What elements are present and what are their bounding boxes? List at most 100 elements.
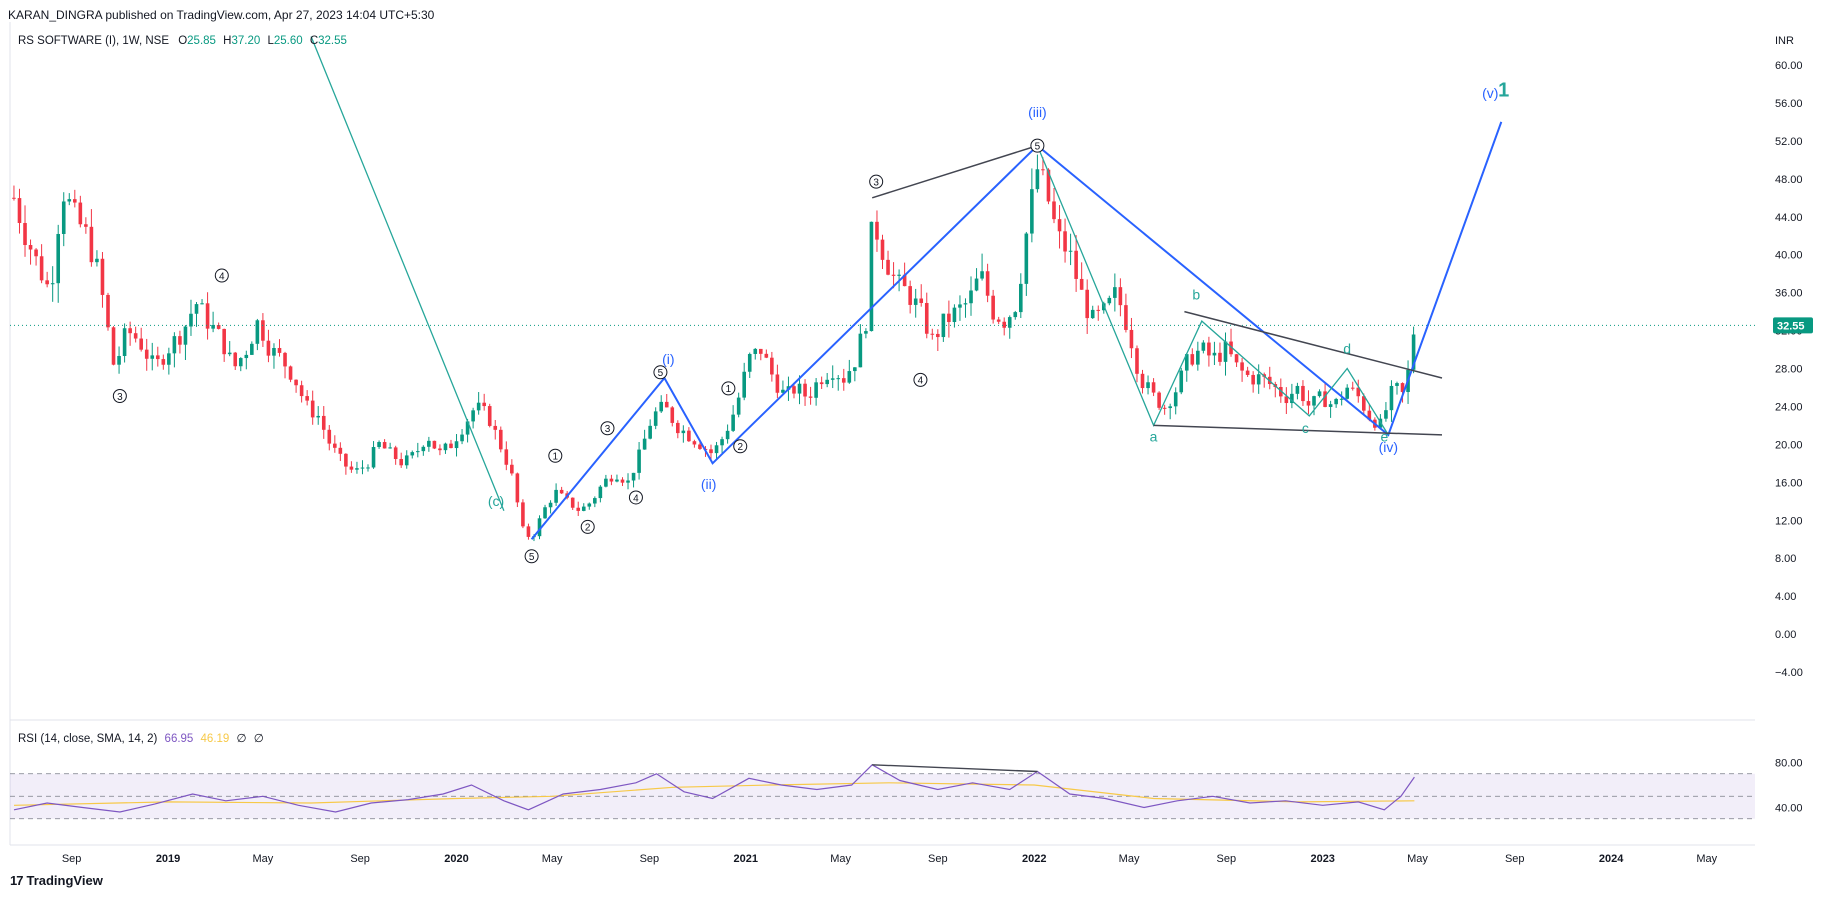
candle-body <box>1046 169 1051 202</box>
candle-body <box>913 298 918 305</box>
symbol-legend[interactable]: RS SOFTWARE (I), 1W, NSE O25.85 H37.20 L… <box>18 35 347 47</box>
candle-body <box>936 333 940 338</box>
candle-body <box>1002 321 1007 328</box>
wave-circle-label: 2 <box>737 442 743 453</box>
rsi-line <box>13 764 1415 813</box>
candle-body <box>100 258 105 295</box>
candle-body <box>144 349 149 359</box>
candle-body <box>526 526 531 537</box>
candle-body <box>1323 391 1327 407</box>
candle-body <box>1068 250 1073 252</box>
candle-body <box>504 449 509 465</box>
candle-body <box>1212 352 1217 356</box>
wave-circle <box>1030 138 1045 153</box>
candle-body <box>1245 370 1250 375</box>
candle-body <box>1140 373 1145 389</box>
candle-body <box>587 503 592 507</box>
candle-body <box>122 328 127 356</box>
candle-body <box>958 304 962 308</box>
time-tick-label: 2024 <box>1599 853 1624 865</box>
brand-name: TradingView <box>26 873 103 888</box>
wave-line-primary-impulse <box>530 121 1503 540</box>
price-tick-label: 56.00 <box>1775 98 1803 110</box>
time-tick-label: May <box>542 853 563 865</box>
wave-label: (v) <box>1482 85 1498 101</box>
candle-body <box>316 415 321 418</box>
candle-body <box>404 455 409 466</box>
candle-body <box>692 441 697 445</box>
candle-body <box>200 303 204 305</box>
time-tick-label: 2020 <box>444 853 468 865</box>
candle-body <box>1113 287 1117 298</box>
time-tick-label: May <box>830 853 851 865</box>
last-price-label: 32.55 <box>1777 320 1805 332</box>
candle-body <box>681 430 686 434</box>
candle-body <box>117 355 121 365</box>
candle-body <box>1085 289 1089 319</box>
rsi-tick-label: 80.00 <box>1775 758 1803 770</box>
time-tick-label: Sep <box>928 853 948 865</box>
low-label: L <box>267 35 274 47</box>
candle-body <box>830 378 835 380</box>
candle-body <box>1168 406 1172 409</box>
candle-body <box>1411 334 1416 370</box>
candle-body <box>427 440 431 447</box>
candle-body <box>1129 329 1134 349</box>
candle-body <box>604 478 608 487</box>
wave-circle-label: 5 <box>658 368 664 379</box>
candle-body <box>344 453 348 467</box>
candle-body <box>969 290 973 304</box>
candle-body <box>637 449 641 473</box>
candle-body <box>781 389 785 393</box>
candle-body <box>676 422 680 434</box>
candle-body <box>985 271 990 296</box>
candle-body <box>17 198 22 223</box>
candle-body <box>305 396 309 401</box>
candle-body <box>128 328 132 334</box>
candle-body <box>244 354 249 359</box>
candle-body <box>294 379 298 386</box>
candle-body <box>84 224 88 227</box>
tradingview-brand[interactable]: 17 TradingView <box>10 873 103 888</box>
price-axis: INR 60.00 56.00 52.00 48.00 44.00 40.00 36.00 32… <box>1773 35 1813 679</box>
candle-body <box>1256 374 1261 385</box>
candle-body <box>1334 398 1338 405</box>
rsi-ma-value: 46.19 <box>200 733 230 745</box>
rsi-legend[interactable]: RSI (14, close, SMA, 14, 2) 66.95 46.19 … <box>18 731 264 745</box>
candle-body <box>698 444 702 449</box>
candle-body <box>720 439 724 446</box>
wave-circle <box>653 365 668 380</box>
candle-body <box>991 295 995 320</box>
wave-circle <box>214 268 229 283</box>
candle-body <box>1190 354 1195 365</box>
candle-body <box>974 278 979 291</box>
publisher-line: KARAN_DINGRA published on TradingView.co… <box>8 8 435 22</box>
candle-body <box>498 429 503 450</box>
time-tick-label: 2023 <box>1310 853 1334 865</box>
candle-body <box>930 333 935 335</box>
candle-body <box>648 425 652 439</box>
candle-body <box>620 479 625 483</box>
trend-line <box>1153 424 1443 436</box>
candle-body <box>758 348 763 354</box>
candle-body <box>709 449 713 454</box>
time-tick-label: May <box>1119 853 1140 865</box>
candle-body <box>1079 278 1084 290</box>
rsi-tick-label: 40.00 <box>1775 803 1803 815</box>
candle-body <box>449 443 453 449</box>
currency-label: INR <box>1775 35 1794 47</box>
candle-body <box>1007 317 1012 328</box>
symbol-name: RS SOFTWARE (I), 1W, NSE <box>18 35 169 47</box>
wave-circle <box>628 490 643 505</box>
candle-body <box>382 442 387 449</box>
candle-body <box>1384 410 1388 419</box>
wave-circle <box>524 549 539 564</box>
price-tick-label: 4.00 <box>1775 591 1796 603</box>
candle-body <box>770 357 774 375</box>
candle-body <box>1400 383 1405 393</box>
candle-body <box>333 443 337 448</box>
wave-circle <box>600 421 615 436</box>
candle-body <box>34 249 38 257</box>
candle-body <box>1019 283 1023 313</box>
wave-circle <box>733 439 748 454</box>
